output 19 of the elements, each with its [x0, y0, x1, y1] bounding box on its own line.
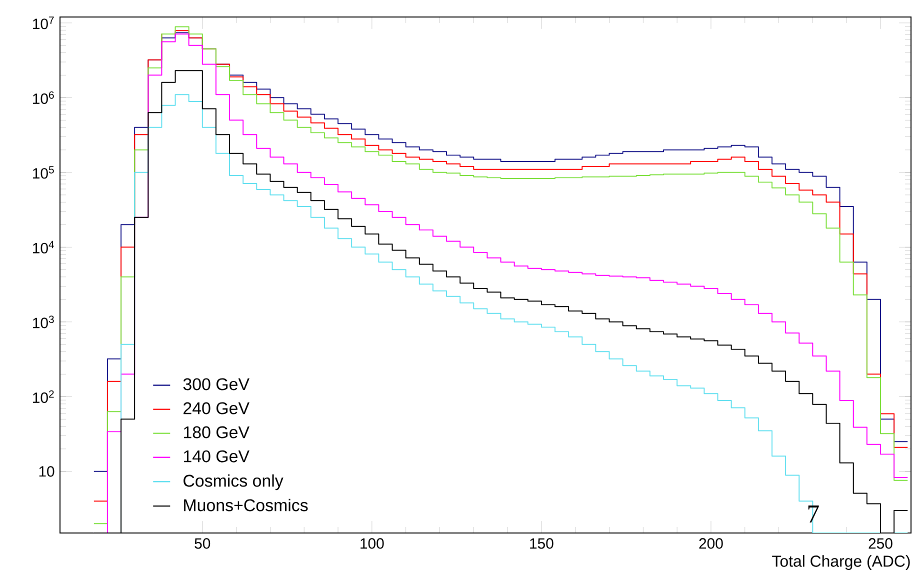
x-tick-label: 50 — [194, 538, 210, 549]
y-tick-label: 10$^{4}$ — [33, 240, 54, 254]
x-axis-title: Total Charge (ADC) — [772, 555, 910, 570]
legend-label: Muons+Cosmics — [184, 498, 308, 512]
legend-label: 240 GeV — [184, 402, 250, 414]
y-tick-label: 10$^{6}$ — [33, 91, 54, 104]
x-tick-label: 100 — [360, 538, 384, 549]
y-tick-label: 10$^{3}$ — [33, 316, 54, 328]
y-tick-label: 10 — [39, 466, 54, 477]
legend-label: 140 GeV — [184, 450, 250, 462]
legend-label: Cosmics only — [184, 474, 284, 490]
y-tick-label: 10$^{5}$ — [33, 166, 54, 179]
y-tick-label: 10$^{7}$ — [33, 16, 54, 30]
x-tick-label: 250 — [868, 538, 892, 549]
x-tick-label: 150 — [530, 538, 554, 549]
x-tick-label: 200 — [699, 538, 723, 549]
y-tick-label: 10$^{2}$ — [33, 390, 54, 403]
legend-label: 180 GeV — [184, 426, 250, 438]
legend-label: 300 GeV — [183, 378, 250, 390]
